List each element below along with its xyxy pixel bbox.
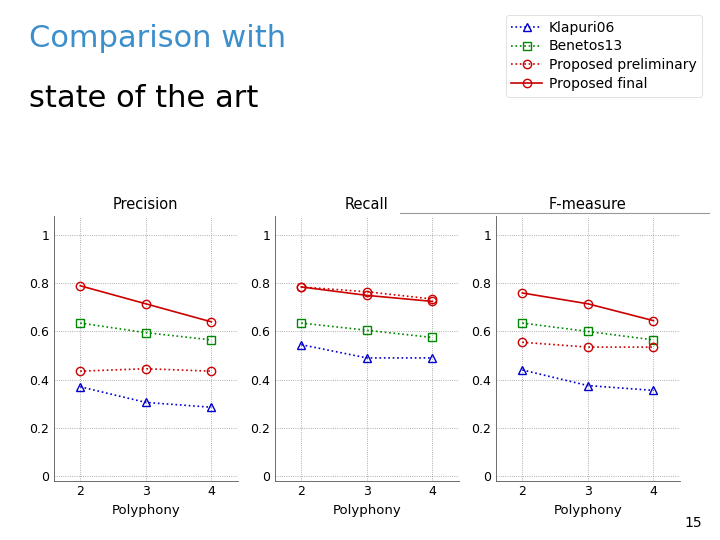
X-axis label: Polyphony: Polyphony xyxy=(333,504,401,517)
Title: Precision: Precision xyxy=(113,197,179,212)
X-axis label: Polyphony: Polyphony xyxy=(112,504,180,517)
Title: Recall: Recall xyxy=(345,197,389,212)
Text: 15: 15 xyxy=(685,516,702,530)
Title: F-measure: F-measure xyxy=(549,197,626,212)
Legend: Klapuri06, Benetos13, Proposed preliminary, Proposed final: Klapuri06, Benetos13, Proposed prelimina… xyxy=(506,15,702,97)
Text: Comparison with: Comparison with xyxy=(29,24,286,53)
X-axis label: Polyphony: Polyphony xyxy=(554,504,622,517)
Text: state of the art: state of the art xyxy=(29,84,258,113)
